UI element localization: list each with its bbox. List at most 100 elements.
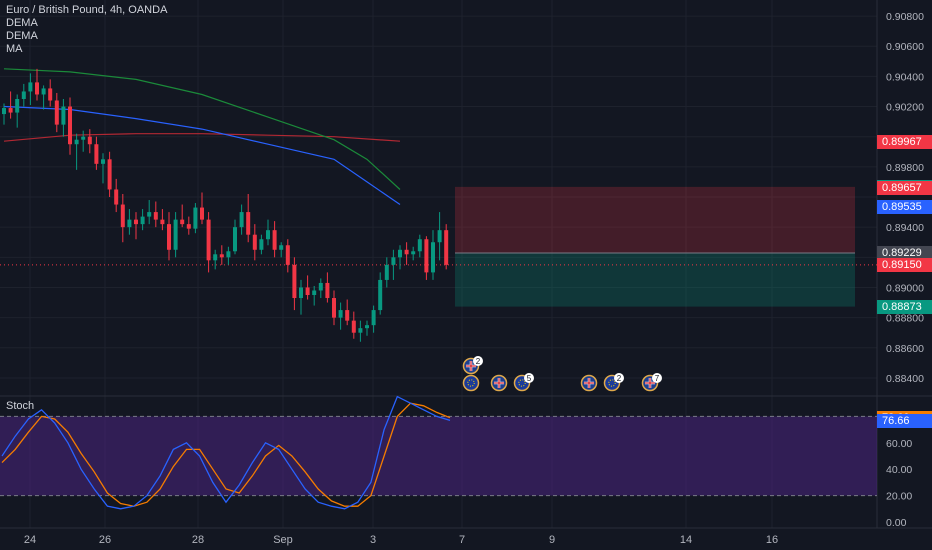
candle [127, 209, 132, 235]
candle [437, 212, 442, 261]
candle-body [285, 245, 290, 265]
candle [266, 219, 270, 246]
uk-flag-icon[interactable]: 7 [641, 373, 663, 392]
candle [259, 234, 264, 255]
price-axis-label: 0.90600 [886, 41, 924, 53]
candle [200, 192, 204, 225]
stoch-axis-label: 60.00 [886, 438, 912, 450]
candle-body [68, 106, 72, 145]
candle [272, 221, 277, 258]
candle-body [259, 239, 264, 250]
candle-body [312, 290, 317, 296]
price-axis-label: 0.88600 [886, 343, 924, 355]
candle [8, 91, 13, 119]
candle-body [332, 298, 336, 318]
candle-body [94, 144, 99, 164]
symbol-title[interactable]: Euro / British Pound, 4h, OANDA [6, 4, 168, 16]
ma-label[interactable]: MA [6, 43, 23, 55]
event-count-badge [652, 373, 662, 383]
price-axis-label: 0.88400 [886, 373, 924, 385]
candle-body [325, 282, 330, 299]
candle [417, 234, 422, 258]
price-axis-label: 0.90400 [886, 71, 924, 83]
candle [252, 224, 257, 261]
candle-body [246, 212, 251, 235]
take-profit-zone [455, 252, 855, 307]
candle-body [21, 91, 26, 99]
candle-body [41, 88, 46, 95]
candle-body [299, 287, 303, 299]
candle [120, 193, 125, 243]
uk-flag-icon[interactable]: 2 [462, 356, 484, 375]
candle [48, 79, 53, 107]
candle [318, 278, 323, 299]
candle-body [120, 204, 125, 228]
candle-body [424, 239, 429, 273]
dema-label-1[interactable]: DEMA [6, 17, 38, 29]
stoch-axis-label: 40.00 [886, 464, 912, 476]
candle-body [411, 251, 416, 255]
time-axis-label: Sep [273, 534, 293, 546]
candle [213, 249, 218, 270]
eu-flag-icon[interactable]: 2 [603, 373, 625, 392]
eu-flag-icon[interactable]: 5 [513, 373, 535, 392]
candle [107, 151, 112, 197]
candle-body [101, 159, 105, 164]
price-axis-label: 0.88800 [886, 313, 924, 325]
uk-flag-icon[interactable] [490, 374, 508, 392]
candle-body [8, 108, 13, 113]
time-axis-label: 28 [192, 534, 204, 546]
candle [61, 98, 66, 137]
price-axis-label: 0.89000 [886, 282, 924, 294]
candle-body [305, 287, 310, 296]
candle [81, 130, 86, 152]
stoch-axis-label: 20.00 [886, 491, 912, 503]
candle [351, 311, 356, 339]
candle-body [54, 100, 59, 125]
candle [431, 230, 435, 280]
candle-body [345, 310, 350, 321]
candle [173, 212, 178, 258]
candle [68, 97, 72, 155]
candle-body [140, 216, 145, 225]
candle-body [193, 207, 198, 229]
candle [94, 136, 99, 170]
candle-body [252, 234, 257, 250]
candle [365, 320, 369, 336]
candle-body [444, 230, 449, 265]
candle-body [28, 82, 33, 92]
candle-body [279, 245, 284, 250]
candle-body [160, 219, 165, 225]
price-axis-label: 0.90800 [886, 11, 924, 23]
time-axis-label: 26 [99, 534, 111, 546]
candle [325, 272, 330, 303]
eu-stars [608, 379, 616, 387]
candle-body [272, 230, 277, 250]
stoch-pane-title[interactable]: Stoch [6, 400, 35, 412]
event-count: 5 [527, 374, 532, 383]
candle-body [371, 310, 376, 326]
candle-body [48, 88, 53, 101]
candle-body [206, 219, 211, 261]
candle-body [398, 249, 402, 258]
candle [312, 285, 317, 306]
eu-flag-icon[interactable] [462, 374, 480, 392]
time-axis-label: 3 [370, 534, 376, 546]
stoch-axis-label: 0.00 [886, 517, 907, 529]
stop-loss-zone [455, 186, 855, 253]
candle-body [384, 264, 389, 280]
candle-body [318, 282, 323, 291]
candle [15, 94, 20, 128]
candle-body [351, 320, 356, 333]
candle-body [338, 310, 343, 318]
candle-body [186, 224, 191, 229]
candle [35, 68, 39, 101]
candle-body [378, 279, 383, 311]
candle [160, 209, 165, 231]
candle-body [226, 251, 231, 258]
uk-flag-icon[interactable] [580, 374, 598, 392]
dema-label-2[interactable]: DEMA [6, 30, 38, 42]
candle-body [437, 230, 442, 243]
candle-body [134, 219, 138, 225]
